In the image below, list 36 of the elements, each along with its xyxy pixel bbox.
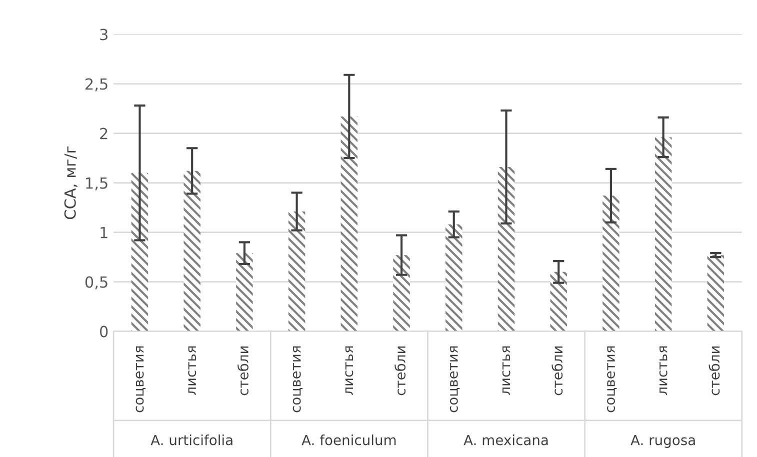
bar bbox=[498, 166, 515, 332]
text: A. mexicana bbox=[464, 434, 548, 446]
x-tick-label: стебли bbox=[394, 346, 406, 396]
x-tick-label: листья bbox=[345, 346, 354, 395]
y-tick-label: 2,5 bbox=[86, 78, 108, 92]
y-tick-label: 1 bbox=[100, 226, 108, 238]
text: A. foeniculum bbox=[302, 434, 396, 446]
x-tick-label: стебли bbox=[237, 346, 248, 396]
x-tick-label: соцветия bbox=[292, 346, 303, 412]
bar bbox=[446, 224, 462, 332]
bar bbox=[131, 172, 148, 332]
bar bbox=[550, 272, 567, 332]
x-tick-label: листья bbox=[502, 346, 510, 395]
y-axis-title: ССА, мг/г bbox=[64, 146, 78, 220]
bar bbox=[654, 137, 672, 332]
x-tick-label: соцветия bbox=[450, 346, 460, 412]
x-tick-label: стебли bbox=[708, 346, 720, 396]
x-tick-label: соцветия bbox=[136, 346, 146, 412]
bar bbox=[602, 196, 620, 332]
y-tick-label: 1,5 bbox=[86, 177, 108, 190]
text: A. rugosa bbox=[630, 434, 695, 448]
bar bbox=[393, 255, 410, 332]
bar bbox=[288, 212, 306, 332]
x-tick-label: листья bbox=[188, 346, 196, 395]
x-tick-label: листья bbox=[659, 346, 668, 395]
y-tick-label: 0 bbox=[100, 326, 108, 338]
text: A. urticifolia bbox=[150, 434, 232, 446]
bar bbox=[236, 253, 253, 332]
bar bbox=[184, 170, 200, 332]
bar bbox=[707, 255, 724, 332]
bar bbox=[340, 116, 358, 332]
x-tick-label: стебли bbox=[552, 346, 563, 396]
y-tick-label: 3 bbox=[100, 28, 108, 40]
x-tick-label: соцветия bbox=[607, 346, 617, 412]
y-tick-label: 2 bbox=[100, 128, 108, 140]
y-tick-label: 0,5 bbox=[85, 276, 108, 290]
